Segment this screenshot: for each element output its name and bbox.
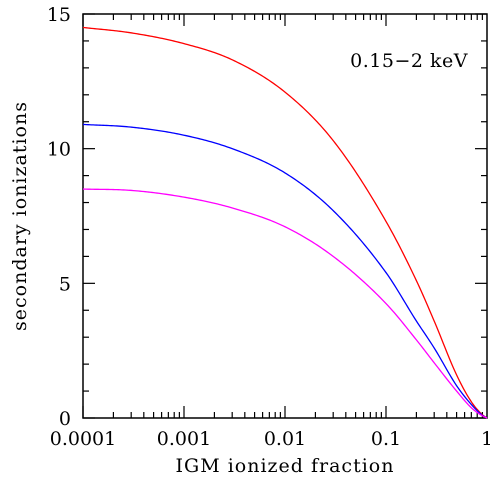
x-tick-label: 1 [481,428,490,450]
energy-band-annotation: 0.15−2 keV [350,50,468,72]
y-tick-label: 0 [59,408,71,430]
axis-ticks [82,13,487,419]
x-tick-label: 0.01 [264,428,306,450]
series-line-1 [82,26,488,419]
x-tick-label: 0.0001 [50,428,116,450]
y-tick-label: 15 [47,4,71,26]
series-line-2 [82,123,488,419]
series-group [82,26,488,419]
y-axis-label: secondary ionizations [9,101,31,331]
y-tick-label: 5 [59,273,71,295]
plot-frame [82,13,488,419]
y-tick-label: 10 [47,139,71,161]
x-tick-label: 0.001 [157,428,211,450]
x-tick-label: 0.1 [371,428,401,450]
x-axis-label: IGM ionized fraction [176,455,395,477]
series-line-3 [82,188,488,419]
